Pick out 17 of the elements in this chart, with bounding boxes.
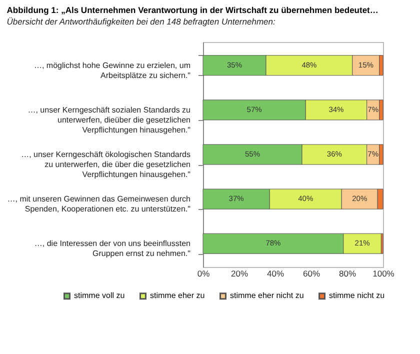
x-tick-label: 60% — [302, 268, 320, 278]
x-tick-label: 80% — [338, 268, 356, 278]
x-tick-label: 0% — [197, 268, 210, 278]
y-tick-label: …, mit unseren Gewinnen das Gemeinwesen durch Spenden, Kooperationen etc. zu unterstützen." — [7, 194, 191, 214]
legend-label: stimme eher zu — [150, 291, 205, 300]
x-tick-label: 100% — [372, 268, 395, 278]
legend-label: stimme nicht zu — [329, 291, 385, 300]
y-tick-label: …, unser Kerngeschäft sozialen Standards zu unterwerfen, dieüber die gesetzlichen Verpflichtungen hinausgehen." — [28, 105, 191, 134]
x-tick-label: 40% — [266, 268, 284, 278]
legend-label: stimme eher nicht zu — [230, 291, 304, 300]
x-tick-label: 20% — [230, 268, 248, 278]
chart-subtitle: Übersicht der Antworthäufigkeiten bei den 148 befragten Unternehmen: — [6, 16, 276, 26]
legend-label: stimme voll zu — [74, 291, 125, 300]
chart-title: Abbildung 1: „Als Unternehmen Verantwortung in der Wirtschaft zu übernehmen bedeutet… — [6, 5, 378, 15]
y-tick-label: …, die Interessen der von uns beeinflussten Gruppen ernst zu nehmen." — [34, 239, 191, 258]
y-tick-label: …, möglichst hohe Gewinne zu erzielen, um Arbeitsplätze zu sichern." — [34, 60, 191, 80]
y-tick-label: …, unser Kerngeschäft ökologischen Standards zu unterwerfen, die über die gesetzlichen Verpflichtungen hinausgehen." — [21, 150, 191, 179]
